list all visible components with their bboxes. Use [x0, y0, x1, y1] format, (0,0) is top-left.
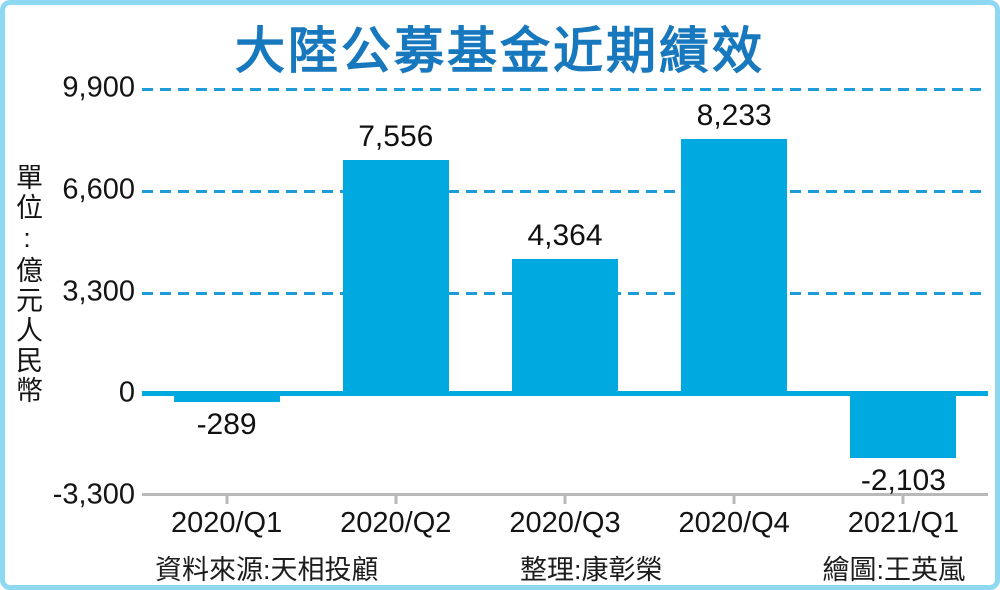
bar-2020/Q1 — [173, 393, 280, 403]
bar-2020/Q3 — [511, 258, 618, 394]
footer-compiled: 整理:康彰榮 — [520, 555, 663, 585]
y-tick-label: 0 — [118, 376, 135, 409]
bar-column: -2,103 2021/Q1 — [819, 88, 988, 539]
y-tick-label: 9,900 — [62, 71, 135, 104]
x-axis-tick — [394, 495, 398, 504]
footer: 資料來源:天相投顧 整理:康彰榮 繪圖:王英嵐 — [5, 548, 995, 585]
y-tick-label: 6,600 — [62, 173, 135, 206]
bar-value-label: 4,364 — [527, 218, 603, 252]
bar-value-label: 7,556 — [358, 120, 434, 154]
chart-title: 大陸公募基金近期績效 — [235, 23, 765, 79]
footer-source: 資料來源:天相投顧 — [155, 555, 379, 585]
bar-column: 7,556 2020/Q2 — [311, 88, 480, 539]
x-axis-tick — [225, 495, 229, 504]
plot-area: -289 2020/Q1 7,556 2020/Q2 4,364 2020/Q3 8,233… — [142, 88, 988, 539]
y-axis-tick-labels: 9,900 6,600 3,300 0 -3,300 — [20, 72, 135, 511]
bar-2021/Q1 — [850, 393, 957, 459]
y-tick-label: -3,300 — [52, 478, 135, 511]
x-axis-tick — [563, 495, 567, 504]
x-axis-tick — [901, 495, 905, 504]
footer-drawn: 繪圖:王英嵐 — [822, 555, 965, 585]
x-axis-label: 2020/Q3 — [509, 507, 621, 539]
x-axis-tick — [732, 495, 736, 504]
y-axis-unit-label: 單位:億元人民幣 — [12, 163, 42, 406]
zero-baseline — [142, 391, 988, 397]
x-axis-label: 2020/Q4 — [678, 507, 790, 539]
bar-2020/Q2 — [342, 160, 449, 394]
bar-2020/Q4 — [681, 139, 788, 394]
bar-value-label: -2,103 — [860, 464, 946, 498]
gridline — [142, 189, 988, 193]
x-axis-label: 2020/Q2 — [340, 507, 452, 539]
x-axis-label: 2021/Q1 — [847, 507, 960, 539]
y-tick-label: 3,300 — [62, 275, 135, 307]
bar-value-label: 8,233 — [696, 99, 772, 133]
bar-column: -289 2020/Q1 — [142, 88, 311, 539]
x-axis-line — [142, 493, 988, 496]
x-axis-label: 2020/Q1 — [170, 507, 283, 539]
bar-column: 4,364 2020/Q3 — [480, 88, 649, 539]
bar-value-label: -289 — [196, 408, 257, 442]
bar-column: 8,233 2020/Q4 — [650, 88, 819, 539]
gridline — [142, 88, 988, 91]
